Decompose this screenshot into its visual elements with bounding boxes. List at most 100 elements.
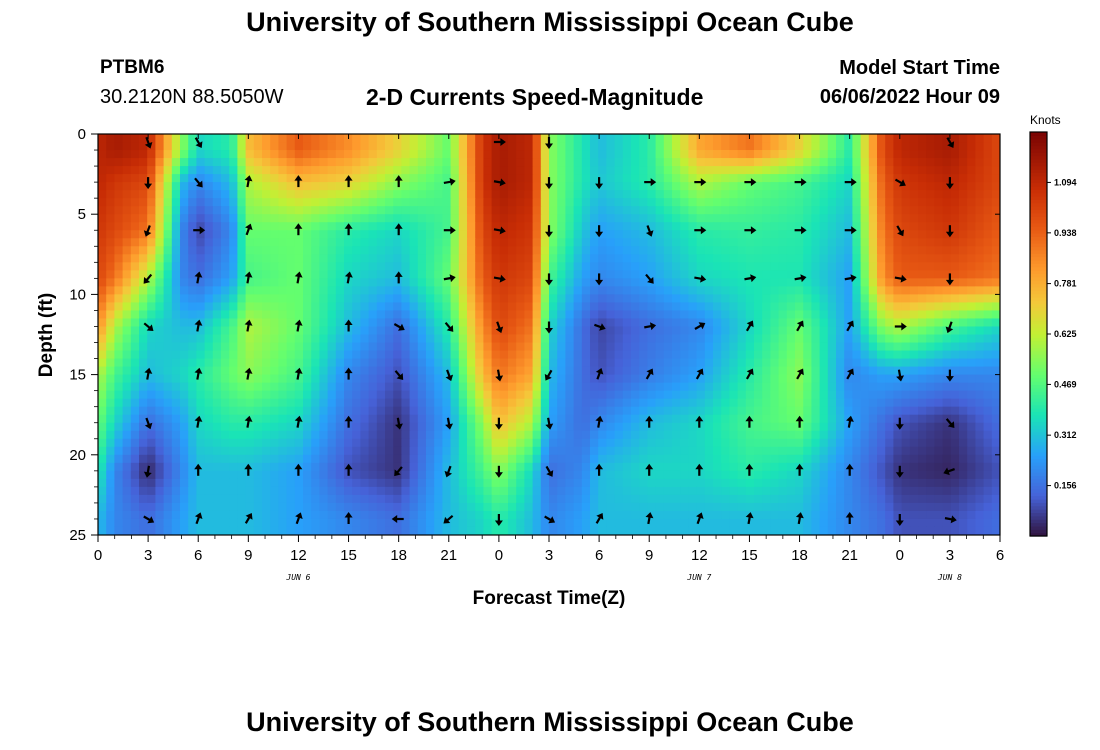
heatmap-cell: [262, 374, 271, 384]
heatmap-cell: [672, 174, 681, 183]
heatmap-cell: [270, 470, 279, 480]
heatmap-cell: [663, 278, 673, 287]
heatmap-cell: [909, 230, 919, 239]
heatmap-cell: [581, 414, 591, 424]
heatmap-cell: [770, 470, 780, 480]
heatmap-cell: [836, 334, 845, 344]
heatmap-cell: [294, 254, 304, 263]
heatmap-cell: [844, 478, 853, 488]
heatmap-cell: [171, 478, 181, 488]
heatmap-cell: [721, 390, 730, 400]
heatmap-cell: [811, 318, 821, 328]
heatmap-cell: [959, 294, 968, 304]
heatmap-cell: [237, 230, 247, 239]
heatmap-cell: [967, 390, 976, 400]
heatmap-cell: [795, 262, 804, 271]
heatmap-cell: [114, 278, 124, 287]
heatmap-cell: [114, 294, 124, 304]
heatmap-cell: [417, 206, 427, 215]
heatmap-cell: [188, 366, 197, 376]
heatmap-cell: [581, 190, 591, 199]
heatmap-cell: [516, 382, 525, 392]
heatmap-cell: [680, 150, 689, 159]
heatmap-cell: [188, 358, 197, 368]
heatmap-cell: [508, 166, 517, 175]
heatmap-cell: [672, 198, 681, 207]
heatmap-cell: [262, 382, 271, 392]
heatmap-cell: [450, 454, 460, 464]
heatmap-cell: [918, 158, 927, 167]
heatmap-cell: [549, 414, 558, 424]
heatmap-cell: [516, 230, 525, 239]
heatmap-cell: [934, 414, 944, 424]
heatmap-cell: [360, 134, 370, 143]
heatmap-cell: [385, 342, 394, 352]
heatmap-cell: [122, 422, 132, 432]
heatmap-cell: [245, 278, 255, 287]
heatmap-cell: [368, 414, 378, 424]
heatmap-cell: [688, 478, 698, 488]
heatmap-cell: [713, 158, 722, 167]
heatmap-cell: [434, 310, 443, 320]
heatmap-cell: [786, 406, 796, 416]
heatmap-cell: [778, 318, 788, 328]
heatmap-cell: [98, 206, 107, 215]
heatmap-cell: [335, 286, 345, 295]
heatmap-cell: [909, 294, 919, 304]
heatmap-cell: [303, 198, 312, 207]
heatmap-cell: [467, 462, 476, 472]
heatmap-cell: [147, 390, 156, 400]
heatmap-cell: [786, 158, 796, 167]
heatmap-cell: [631, 158, 640, 167]
heatmap-cell: [959, 414, 968, 424]
heatmap-cell: [262, 326, 271, 336]
heatmap-cell: [450, 150, 460, 159]
heatmap-cell: [401, 238, 411, 247]
heatmap-cell: [516, 334, 525, 344]
heatmap-cell: [606, 158, 616, 167]
heatmap-cell: [934, 382, 944, 392]
heatmap-cell: [204, 494, 214, 504]
heatmap-cell: [139, 158, 148, 167]
heatmap-cell: [98, 398, 107, 408]
heatmap-cell: [401, 494, 411, 504]
heatmap-cell: [311, 134, 320, 143]
heatmap-cell: [450, 230, 460, 239]
heatmap-cell: [237, 374, 247, 384]
heatmap-cell: [745, 310, 755, 320]
heatmap-cell: [934, 350, 944, 360]
heatmap-cell: [319, 174, 329, 183]
heatmap-cell: [540, 230, 550, 239]
heatmap-cell: [942, 174, 952, 183]
heatmap-cell: [204, 166, 214, 175]
heatmap-cell: [483, 182, 493, 191]
heatmap-cell: [868, 286, 878, 295]
heatmap-cell: [147, 238, 156, 247]
heatmap-cell: [319, 478, 329, 488]
heatmap-cell: [442, 406, 452, 416]
heatmap-cell: [352, 342, 361, 352]
heatmap-cell: [245, 398, 255, 408]
heatmap-cell: [163, 190, 173, 199]
heatmap-cell: [409, 390, 419, 400]
heatmap-cell: [475, 486, 484, 496]
heatmap-cell: [434, 382, 443, 392]
heatmap-cell: [335, 182, 345, 191]
heatmap-cell: [253, 182, 263, 191]
heatmap-cell: [926, 350, 935, 360]
heatmap-cell: [508, 342, 517, 352]
heatmap-cell: [573, 470, 583, 480]
heatmap-cell: [737, 222, 747, 231]
heatmap-cell: [368, 230, 378, 239]
heatmap-cell: [393, 390, 402, 400]
heatmap-cell: [278, 406, 288, 416]
heatmap-cell: [590, 430, 599, 440]
heatmap-cell: [590, 254, 599, 263]
heatmap-cell: [918, 358, 927, 368]
heatmap-cell: [590, 358, 599, 368]
heatmap-cell: [655, 342, 665, 352]
heatmap-cell: [204, 334, 214, 344]
heatmap-cell: [516, 286, 525, 295]
heatmap-cell: [352, 150, 361, 159]
heatmap-cell: [253, 486, 263, 496]
